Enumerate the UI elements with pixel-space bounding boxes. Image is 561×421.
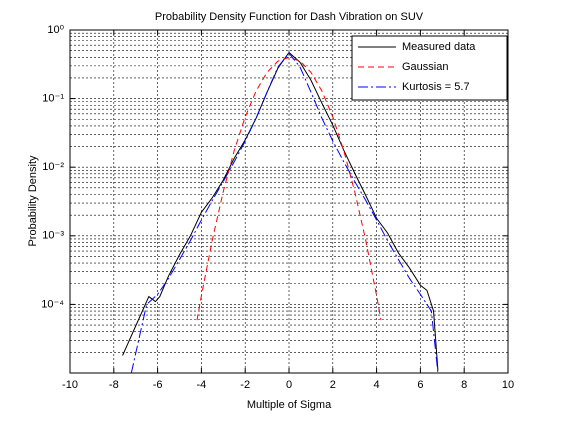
y-tick-label: 10⁻² [42, 161, 64, 173]
y-tick-label: 10⁻¹ [42, 93, 64, 105]
chart-title: Probability Density Function for Dash Vi… [155, 11, 424, 23]
plot-frame [69, 29, 509, 374]
plot-lines [122, 51, 439, 373]
x-tick-label: -6 [153, 379, 163, 391]
y-axis-label: Probability Density [27, 155, 39, 247]
y-tick-label: 10⁻⁴ [41, 298, 64, 310]
x-tick-label: -8 [109, 379, 119, 391]
x-tick-label: -10 [62, 379, 78, 391]
legend-label: Measured data [402, 41, 476, 53]
x-axis-label: Multiple of Sigma [247, 399, 332, 411]
x-tick-label: 6 [417, 379, 423, 391]
x-tick-label: 2 [330, 379, 336, 391]
legend-label: Kurtosis = 5.7 [402, 81, 470, 93]
y-tick-label: 10⁰ [47, 24, 64, 36]
x-tick-label: -4 [197, 379, 207, 391]
x-tick-label: 10 [502, 379, 514, 391]
y-tick-label: 10⁻³ [42, 230, 64, 242]
legend: Measured data Gaussian Kurtosis = 5.7 [351, 35, 508, 101]
x-tick-label: -2 [240, 379, 250, 391]
x-tick-label: 8 [461, 379, 467, 391]
x-tick-label: 4 [374, 379, 380, 391]
x-tick-label: 0 [286, 379, 292, 391]
series-line [130, 52, 439, 373]
legend-label: Gaussian [402, 61, 448, 73]
series-line [196, 56, 382, 321]
